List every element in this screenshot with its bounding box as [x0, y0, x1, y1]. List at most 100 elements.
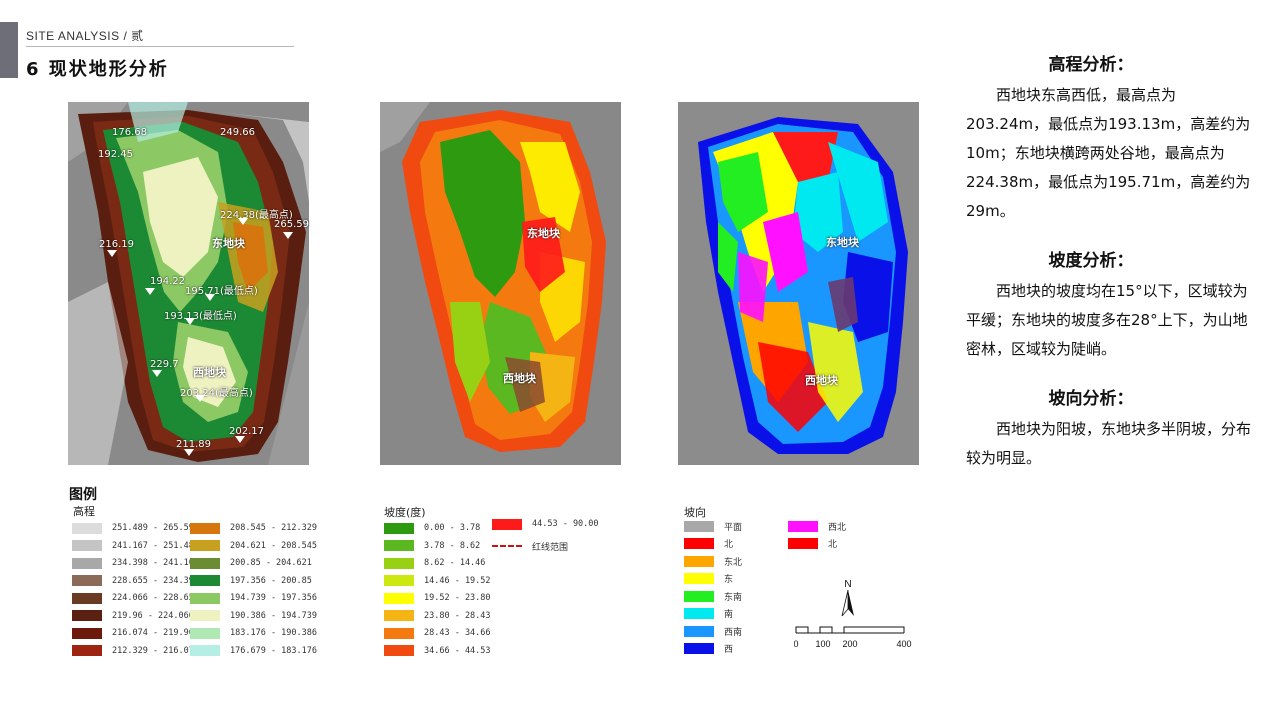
aspect-map [678, 102, 919, 465]
legend-label: 204.621 - 208.545 [230, 540, 317, 551]
legend-swatch [684, 573, 714, 584]
aspect-legend-head: 坡向 [684, 506, 706, 519]
legend-row: 28.43 - 34.66 [384, 627, 491, 639]
point-marker-icon [235, 436, 245, 443]
legend-swatch [788, 520, 818, 532]
redline-swatch [492, 545, 522, 547]
legend-label: 19.52 - 23.80 [424, 593, 491, 603]
legend-label: 216.074 - 219.96 [112, 628, 194, 638]
legend-label: 194.739 - 197.356 [230, 593, 317, 603]
legend-swatch [72, 610, 102, 621]
point-marker-icon [184, 449, 194, 456]
legend-swatch [384, 522, 414, 534]
legend-swatch [190, 522, 220, 534]
legend-swatch [384, 627, 414, 639]
point-marker-icon [283, 232, 293, 239]
legend-row: 204.621 - 208.545 [190, 540, 317, 552]
legend-swatch [72, 522, 102, 534]
section-label: SITE ANALYSIS / 贰 [26, 29, 144, 43]
legend-swatch [684, 643, 714, 654]
elev-point-label: 202.17 [229, 426, 264, 437]
legend-swatch [72, 592, 102, 604]
redline-legend: 红线范围 [492, 540, 569, 553]
elev-point-label: 229.7 [150, 359, 179, 370]
elev-point-label: 193.13(最低点) [164, 311, 237, 322]
legend-swatch [384, 575, 414, 586]
legend-label: 8.62 - 14.46 [424, 558, 486, 568]
legend-label: 东北 [724, 557, 743, 568]
section-heading: 坡向分析： [1048, 389, 1134, 409]
legend-swatch [190, 540, 220, 551]
legend-swatch [190, 592, 220, 604]
legend-row: 228.655 - 234.398 [72, 575, 199, 587]
legend-swatch [190, 557, 220, 569]
page-title: 6 现状地形分析 [26, 59, 169, 80]
point-marker-icon [185, 318, 195, 325]
legend-label: 224.066 - 228.655 [112, 593, 199, 603]
legend-row: 216.074 - 219.96 [72, 627, 194, 639]
legend-row: 197.356 - 200.85 [190, 575, 312, 587]
legend-swatch [384, 557, 414, 569]
legend-swatch [190, 627, 220, 639]
section-heading: 高程分析： [1048, 55, 1134, 75]
legend-label: 28.43 - 34.66 [424, 628, 491, 638]
legend-row: 234.398 - 241.167 [72, 557, 199, 569]
legend-label: 176.679 - 183.176 [230, 645, 317, 656]
legend-label: 平面 [724, 522, 743, 533]
legend-swatch [72, 645, 102, 656]
legend-label: 228.655 - 234.398 [112, 575, 199, 586]
slope-legend-extra: 44.53 - 90.00 [492, 518, 599, 530]
legend-swatch [684, 590, 714, 602]
elevation-legend-head: 高程 [73, 505, 95, 518]
section-text: 西地块东高西低，最高点为203.24m，最低点为193.13m，高差约为10m；… [966, 86, 1251, 220]
legend-label: 东南 [724, 592, 743, 603]
legend-label: 34.66 - 44.53 [424, 645, 491, 656]
legend-swatch [190, 645, 220, 656]
west-plot-label: 西地块 [503, 372, 536, 385]
legend-label: 14.46 - 19.52 [424, 575, 491, 586]
legend-row: 东北 [684, 555, 743, 568]
scale-label: 200 [842, 639, 857, 649]
legend-row: 西南 [684, 625, 743, 638]
legend-label: 190.386 - 194.739 [230, 610, 317, 621]
point-marker-icon [107, 250, 117, 257]
legend-swatch [72, 557, 102, 569]
legend-swatch [384, 610, 414, 621]
analysis-panel: 高程分析： 西地块东高西低，最高点为203.24m，最低点为193.13m，高差… [966, 50, 1256, 493]
point-marker-icon [195, 395, 205, 402]
legend-label: 212.329 - 216.074 [112, 645, 199, 656]
legend-row: 北 [684, 538, 733, 550]
legend-label: 251.489 - 265.59 [112, 523, 194, 533]
slope-analysis: 坡度分析： 西地块的坡度均在15°以下，区域较为平缓；东地块的坡度多在28°上下… [966, 246, 1256, 364]
legend-label: 西北 [828, 522, 847, 533]
section-heading: 坡度分析： [1048, 251, 1134, 271]
legend-row: 0.00 - 3.78 [384, 522, 480, 534]
section-text: 西地块为阳坡，东地块多半阴坡，分布较为明显。 [966, 420, 1252, 467]
legend-row: 34.66 - 44.53 [384, 645, 491, 657]
legend-swatch [684, 608, 714, 619]
legend-row: 8.62 - 14.46 [384, 557, 485, 569]
elev-point-label: 216.19 [99, 239, 134, 250]
point-marker-icon [152, 370, 162, 377]
legend-label: 红线范围 [532, 542, 569, 553]
legend-label: 北 [828, 540, 838, 550]
legend-swatch [384, 540, 414, 551]
north-label: N [844, 579, 851, 590]
slope-map [380, 102, 621, 465]
elev-point-label: 203.24(最高点) [180, 388, 253, 399]
legend-label: 西南 [724, 627, 743, 638]
section-text: 西地块的坡度均在15°以下，区域较为平缓；东地块的坡度多在28°上下，为山地密林… [966, 282, 1248, 358]
legend-row: 东南 [684, 590, 743, 603]
legend-row: 平面 [684, 520, 743, 533]
point-marker-icon [145, 288, 155, 295]
legend-label: 234.398 - 241.167 [112, 558, 199, 568]
legend-row: 西 [684, 643, 733, 655]
legend-row: 194.739 - 197.356 [190, 592, 317, 604]
legend-swatch [72, 575, 102, 586]
slope-legend-head: 坡度(度) [384, 506, 426, 519]
legend-swatch [190, 575, 220, 586]
legend-swatch [384, 592, 414, 604]
legend-row: 176.679 - 183.176 [190, 645, 317, 657]
scale-bar: 0 100 200 400 [794, 626, 912, 649]
legend-label: 东 [724, 575, 734, 585]
